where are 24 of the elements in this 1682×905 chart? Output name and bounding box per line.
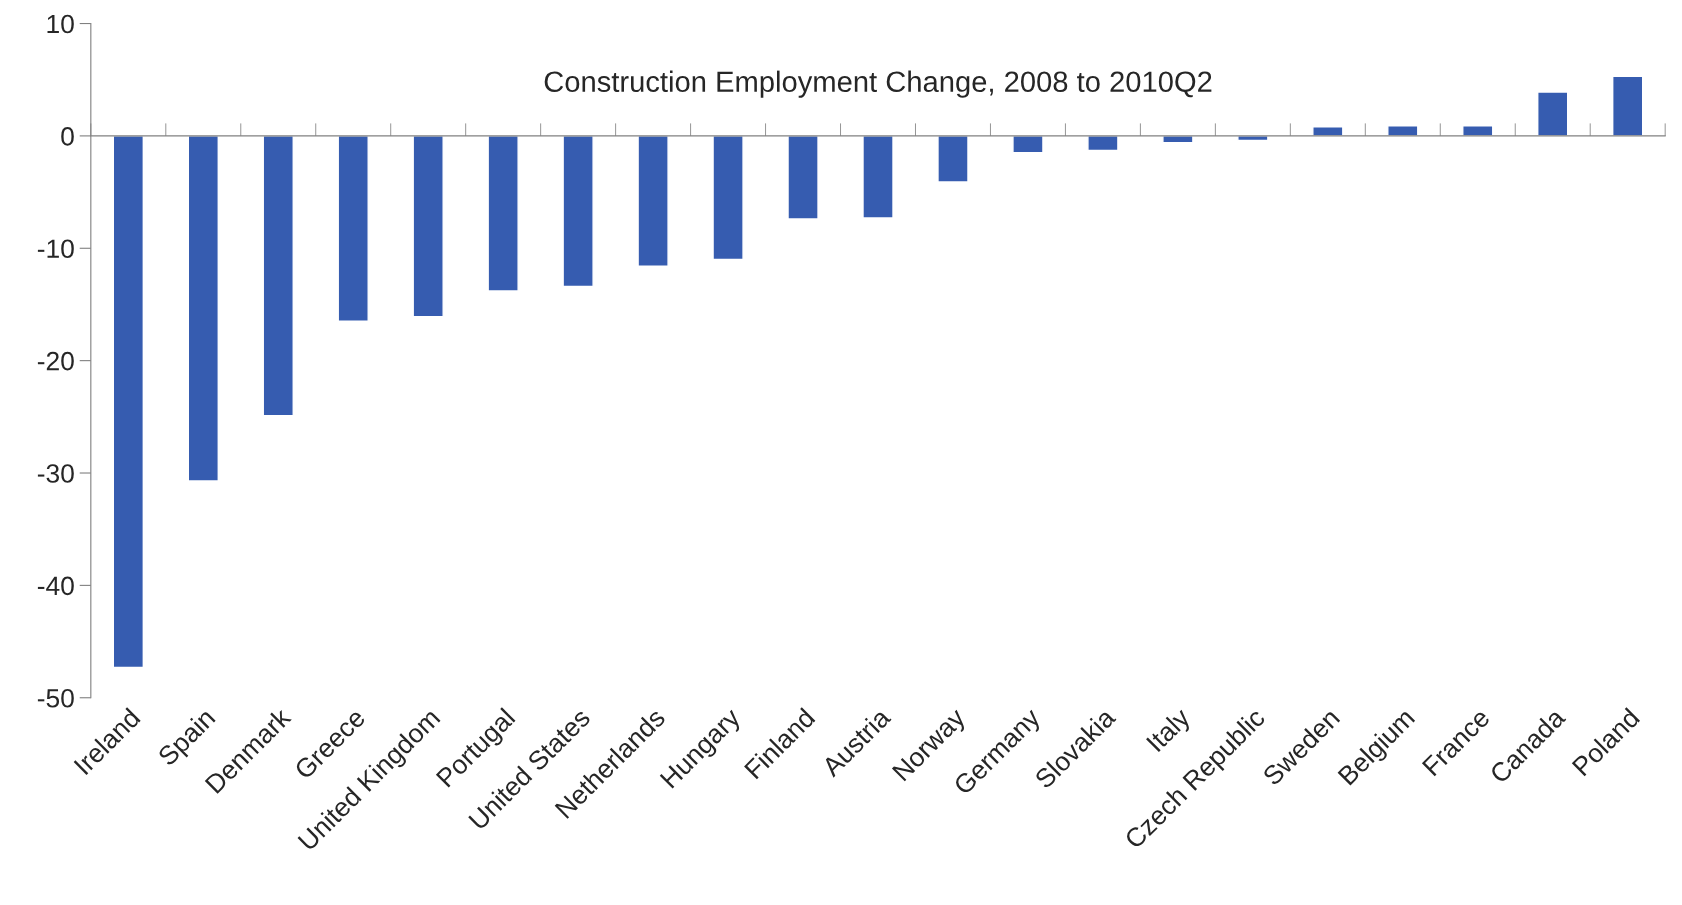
y-tick-label: -30 xyxy=(37,464,74,483)
bar xyxy=(1012,135,1044,154)
bar xyxy=(262,135,294,417)
bar xyxy=(937,135,969,183)
text: Construction Employment Change, 2008 to 2010Q2 xyxy=(544,70,1212,98)
bar xyxy=(187,135,219,482)
y-tick-label: 10 xyxy=(47,14,74,34)
bar xyxy=(712,135,744,261)
bar xyxy=(787,135,819,220)
bar xyxy=(1087,135,1119,152)
y-tick-label: -10 xyxy=(37,239,74,259)
bar xyxy=(337,135,369,323)
bar xyxy=(1537,91,1569,137)
bar xyxy=(112,135,145,669)
y-tick-label: -40 xyxy=(37,576,74,596)
bar xyxy=(412,135,444,318)
y-tick-label: -20 xyxy=(37,351,74,371)
bar xyxy=(637,135,669,267)
bar xyxy=(487,135,519,292)
bar xyxy=(562,135,594,288)
y-tick-label: 0 xyxy=(61,127,74,146)
bar xyxy=(862,135,894,219)
y-tick-label: -50 xyxy=(37,688,74,708)
bar xyxy=(1612,75,1644,137)
